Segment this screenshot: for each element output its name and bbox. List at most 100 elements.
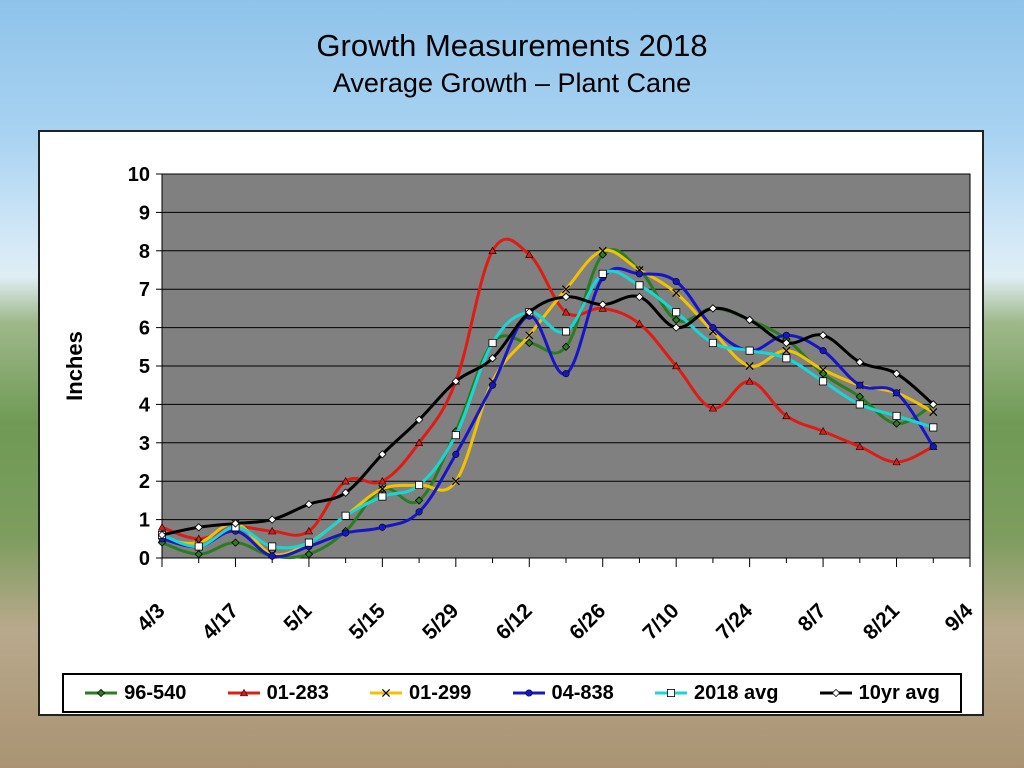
data-point xyxy=(157,530,167,540)
data-point xyxy=(635,319,644,327)
marker-stroke xyxy=(745,361,754,371)
data-point xyxy=(635,270,643,278)
data-point xyxy=(304,500,314,509)
data-point xyxy=(488,354,497,363)
x-tick-label: 9/4 xyxy=(941,599,978,636)
y-tick-label: 1 xyxy=(139,510,150,532)
data-point xyxy=(782,331,790,339)
data-point xyxy=(818,427,828,435)
data-point xyxy=(708,338,717,347)
x-tick-label: 5/29 xyxy=(418,599,463,644)
marker-stroke xyxy=(561,285,571,294)
legend-entry: 96-540 xyxy=(84,682,186,705)
data-point xyxy=(819,365,828,374)
data-point xyxy=(415,508,423,516)
x-tick-label: 7/24 xyxy=(712,599,757,644)
x-tick-label: 4/17 xyxy=(198,599,243,644)
data-point xyxy=(488,338,497,347)
data-point xyxy=(525,308,534,317)
data-point xyxy=(929,408,938,417)
data-point xyxy=(342,529,350,537)
data-point xyxy=(745,346,754,355)
data-point xyxy=(561,285,571,294)
data-point xyxy=(855,392,864,401)
legend-label: 04-838 xyxy=(551,681,614,704)
data-point xyxy=(598,300,607,309)
data-point xyxy=(194,549,203,559)
legend-entry: 10yr avg xyxy=(819,682,940,705)
data-point xyxy=(452,450,460,458)
data-point xyxy=(304,526,314,535)
data-point xyxy=(451,377,460,386)
x-tick-label: 4/3 xyxy=(133,599,170,636)
y-axis-label: Inches xyxy=(62,331,87,401)
legend-label: 01-299 xyxy=(409,681,472,704)
marker-stroke xyxy=(598,246,607,255)
data-point xyxy=(929,400,938,409)
data-point xyxy=(414,438,424,446)
data-point xyxy=(378,484,387,493)
data-point xyxy=(268,526,277,535)
data-point xyxy=(414,496,424,505)
x-tick-label: 6/26 xyxy=(565,599,610,644)
legend-swatch xyxy=(819,688,852,698)
legend-entry: 01-283 xyxy=(227,682,329,705)
data-point xyxy=(708,304,718,313)
data-point xyxy=(304,549,314,559)
legend-marker xyxy=(666,689,675,697)
data-point xyxy=(782,354,791,363)
data-point xyxy=(562,370,570,378)
legend-label: 10yr avg xyxy=(858,681,940,704)
series-line-01-283 xyxy=(161,237,934,541)
data-point xyxy=(341,488,350,497)
data-point xyxy=(231,519,240,528)
data-point xyxy=(635,281,644,290)
marker-stroke xyxy=(819,365,828,374)
legend-entry: 2018 avg xyxy=(654,682,778,705)
series-line-04-838 xyxy=(161,266,935,559)
data-point xyxy=(268,515,277,524)
data-point xyxy=(562,327,571,336)
data-point xyxy=(672,361,681,370)
series-line-10yr-avg xyxy=(161,294,935,537)
data-point xyxy=(414,415,424,424)
legend-entry: 01-299 xyxy=(369,682,471,705)
x-tick-label: 5/1 xyxy=(280,599,317,636)
data-point xyxy=(782,411,791,420)
legend-swatch xyxy=(654,689,687,697)
legend-marker xyxy=(239,688,248,697)
data-point xyxy=(561,308,571,316)
y-tick-label: 0 xyxy=(139,548,150,570)
data-point xyxy=(709,324,717,332)
data-point xyxy=(598,269,607,278)
marker-stroke xyxy=(929,408,938,417)
data-point xyxy=(892,369,901,378)
data-point xyxy=(892,419,901,428)
series-line-2018-avg xyxy=(161,269,934,550)
data-point xyxy=(635,292,644,302)
data-point xyxy=(561,342,571,351)
y-tick-label: 4 xyxy=(139,394,151,416)
data-point xyxy=(672,277,680,286)
marker-stroke xyxy=(782,346,791,355)
data-point xyxy=(745,361,754,371)
data-point xyxy=(672,289,681,298)
data-point xyxy=(268,542,277,551)
chart-subtitle: Average Growth – Plant Cane xyxy=(332,68,692,98)
data-point xyxy=(157,523,167,531)
legend-label: 01-283 xyxy=(266,681,329,704)
data-point xyxy=(378,492,387,501)
x-tick-label: 6/12 xyxy=(492,599,537,644)
data-point xyxy=(561,292,571,302)
data-point xyxy=(489,381,497,389)
data-point xyxy=(451,431,460,440)
legend-swatch xyxy=(85,688,118,698)
data-point xyxy=(341,511,350,520)
y-tick-label: 8 xyxy=(139,241,150,263)
data-point xyxy=(745,377,754,385)
marker-stroke xyxy=(672,289,681,298)
data-point xyxy=(855,357,864,367)
chart-title: Growth Measurements 2018 xyxy=(316,28,708,63)
legend-swatch xyxy=(512,689,545,697)
x-tick-label: 5/15 xyxy=(345,599,390,644)
